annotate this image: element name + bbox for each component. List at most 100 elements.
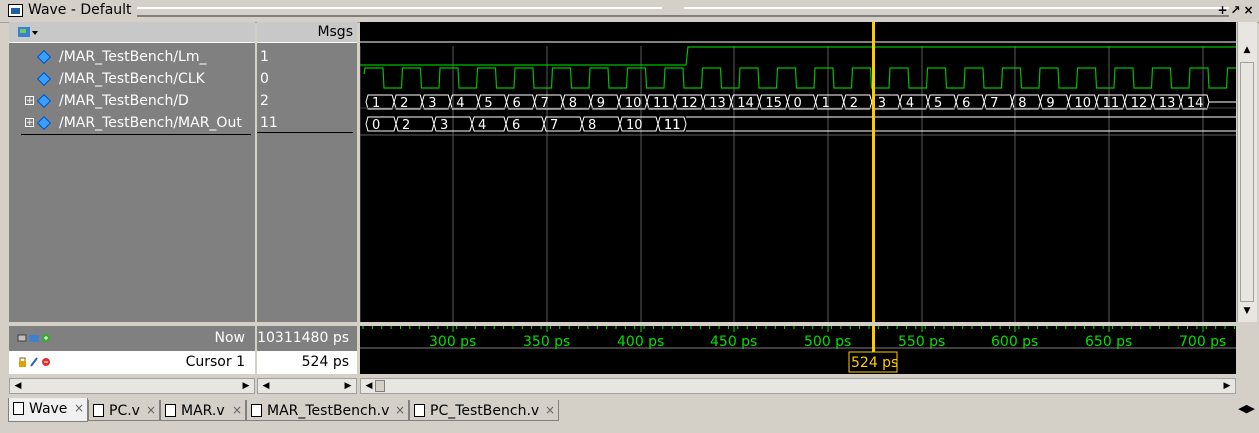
bus-d-value-label: 8 — [1018, 96, 1026, 111]
signal-menu-icon[interactable] — [17, 25, 39, 39]
cursor-row[interactable]: Cursor 1 — [9, 351, 255, 374]
bus-mar-value-segment — [581, 116, 621, 132]
bus-d-value-segment — [1152, 94, 1182, 110]
file-icon — [414, 404, 425, 417]
close-tab-icon[interactable]: × — [145, 403, 156, 417]
close-tab-icon[interactable]: × — [394, 403, 405, 417]
bus-d-value-label: 7 — [990, 96, 998, 111]
bus-mar-value-segment — [619, 116, 659, 132]
names-hscrollbar[interactable]: ◀ ▶ — [9, 378, 255, 394]
clk-waveform — [363, 67, 1236, 89]
bus-d-value-segment — [786, 94, 817, 110]
signal-value: 1 — [260, 49, 269, 65]
bus-d-value-segment — [730, 94, 760, 110]
signal-name: /MAR_TestBench/D — [59, 93, 189, 109]
bus-mar-value-label: 3 — [440, 118, 448, 133]
expand-icon[interactable]: + — [25, 118, 34, 128]
cursor-names-pane: Now Cursor 1 — [9, 326, 255, 374]
bus-d-value-label: 11 — [1103, 96, 1120, 111]
tab-wave[interactable]: Wave × — [8, 398, 88, 422]
close-window-button[interactable]: × — [1243, 3, 1254, 17]
values-hscrollbar[interactable]: ◀ ▶ — [257, 378, 357, 394]
timeline-tick-label: 350 ps — [523, 334, 570, 350]
signal-row[interactable]: + /MAR_TestBench/MAR_Out — [9, 113, 255, 135]
waveform-pane[interactable]: 1 2 3 4 5 6 7 8 9 10 11 12 13 14 15 0 1 2 3 4 5 6 7 8 9 10 11 12 13 1… — [360, 22, 1236, 322]
bus-d-value-label: 5 — [484, 96, 492, 111]
bus-d-value-segment — [393, 94, 423, 110]
close-tab-icon[interactable]: × — [231, 403, 242, 417]
bus-d-value-label: 8 — [569, 96, 577, 111]
scroll-left-arrow-icon[interactable]: ◀ — [365, 381, 373, 391]
bus-d-value-label: 1 — [372, 96, 380, 111]
scroll-right-arrow-icon[interactable]: ▶ — [242, 381, 250, 391]
cursor-badge — [848, 351, 898, 373]
scroll-left-arrow-icon[interactable]: ◀ — [262, 381, 270, 391]
wave-scroll-thumb[interactable] — [375, 380, 385, 392]
scroll-up-arrow-icon[interactable]: ▲ — [1243, 45, 1251, 55]
now-label: Now — [214, 330, 246, 346]
signal-name: /MAR_TestBench/MAR_Out — [59, 115, 242, 131]
cursor-lock-icons[interactable] — [17, 356, 55, 368]
signal-names-pane: /MAR_TestBench/Lm_ /MAR_TestBench/CLK + /MA… — [9, 22, 255, 322]
cursor-add-icons[interactable] — [17, 332, 53, 344]
undock-button[interactable]: ↗ — [1230, 3, 1241, 17]
now-value: 10311480 ps — [257, 330, 349, 346]
wave-hscrollbar[interactable]: ◀ ▶ — [360, 378, 1236, 394]
expand-icon[interactable]: + — [25, 96, 34, 106]
bus-mar-value-segment — [471, 116, 507, 132]
timeline-tick-label: 600 ps — [991, 334, 1038, 350]
signal-diamond-icon — [36, 49, 52, 65]
signal-value: 2 — [260, 93, 269, 109]
timeline-pane[interactable]: 300 ps 350 ps 400 ps 450 ps 500 ps 550 ps 600 … — [360, 326, 1236, 374]
bus-d-value-segment — [955, 94, 985, 110]
timeline-tick-label: 450 ps — [710, 334, 757, 350]
vertical-scroll-thumb[interactable] — [1240, 62, 1254, 302]
timeline-tick-label: 550 ps — [898, 334, 945, 350]
cursor-value: 524 ps — [301, 354, 349, 370]
close-tab-icon[interactable]: × — [544, 403, 555, 417]
bus-d-value-segment — [421, 94, 451, 110]
tab-mar-v[interactable]: MAR.v × — [160, 400, 246, 421]
timeline-canvas[interactable]: 300 ps 350 ps 400 ps 450 ps 500 ps 550 ps 600 … — [360, 326, 1236, 374]
vertical-scrollbar[interactable]: ▲ ▼ — [1237, 22, 1257, 322]
bus-d-value-label: 6 — [962, 96, 970, 111]
signal-row[interactable]: /MAR_TestBench/Lm_ — [9, 47, 255, 69]
timeline-tick-label: 500 ps — [804, 334, 851, 350]
bus-mar-value-label: 8 — [588, 118, 596, 133]
grip-marker — [662, 5, 684, 15]
bus-mar-value-label: 11 — [664, 118, 681, 133]
signal-values-pane: Msgs 1 0 2 11 — [257, 22, 357, 322]
scroll-down-arrow-icon[interactable]: ▼ — [1243, 306, 1251, 316]
bus-mar-value-segment — [505, 116, 545, 132]
tab-scroll-icon[interactable]: ◀▶ — [1238, 402, 1255, 415]
bus-d-value-label: 2 — [400, 96, 408, 111]
tab-mar-testbench-v[interactable]: MAR_TestBench.v × — [246, 400, 409, 421]
bus-mar-value-label: 11 — [664, 118, 681, 133]
close-tab-icon[interactable]: × — [73, 401, 84, 415]
waveform-canvas[interactable]: 1 2 3 4 5 6 7 8 9 10 11 12 13 14 15 0 1 2 3 4 5 6 7 8 9 10 11 12 13 1… — [360, 22, 1236, 322]
bus-d-value-segment — [674, 94, 704, 110]
scroll-right-arrow-icon[interactable]: ▶ — [1223, 381, 1231, 391]
window-titlebar: Wave - Default + ↗ × — [0, 0, 1259, 23]
timeline-tick-label: 650 ps — [1085, 334, 1132, 350]
scroll-left-arrow-icon[interactable]: ◀ — [14, 381, 22, 391]
tab-pc-v[interactable]: PC.v × — [88, 400, 160, 421]
signal-row[interactable]: + /MAR_TestBench/D — [9, 91, 255, 113]
tab-pc-testbench-v[interactable]: PC_TestBench.v × — [409, 400, 559, 421]
file-icon — [165, 404, 176, 417]
bus-d-value-label: 5 — [934, 96, 942, 111]
bus-d-value-segment — [927, 94, 957, 110]
signal-row[interactable]: /MAR_TestBench/CLK — [9, 69, 255, 91]
bus-d-value-segment — [983, 94, 1013, 110]
signal-value: 0 — [260, 71, 269, 87]
bus-mar-value-label: 0 — [372, 118, 380, 133]
dock-button[interactable]: + — [1217, 3, 1228, 17]
bus-mar-value-label: 6 — [512, 118, 520, 133]
bus-d-value-label: 14 — [737, 96, 754, 111]
wave-window-icon — [8, 4, 23, 17]
bus-d-value-segment — [590, 94, 620, 110]
bus-d-value-label: 10 — [625, 96, 642, 111]
bus-d-value-segment — [618, 94, 648, 110]
scroll-right-arrow-icon[interactable]: ▶ — [344, 381, 352, 391]
timeline-tick-label: 700 ps — [1179, 334, 1226, 350]
